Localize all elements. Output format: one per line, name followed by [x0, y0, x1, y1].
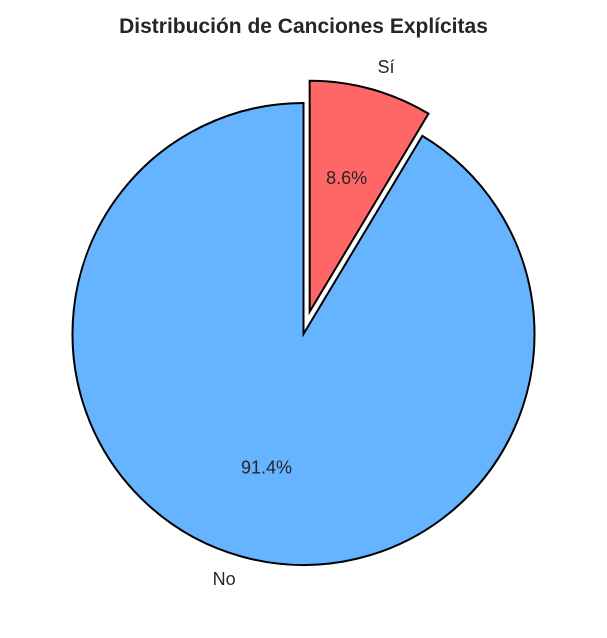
slice-label-no: No [213, 569, 236, 589]
percent-label-si: 8.6% [326, 168, 367, 188]
slice-label-si: Sí [377, 57, 394, 77]
pie-slice-no [71, 101, 536, 566]
percent-label-no: 91.4% [241, 458, 292, 478]
chart-title: Distribución de Canciones Explícitas [119, 15, 488, 38]
pie-slice-si [308, 79, 430, 316]
pie-labels: No 91.4% Sí 8.6% [213, 57, 395, 589]
pie-slices [71, 79, 536, 566]
